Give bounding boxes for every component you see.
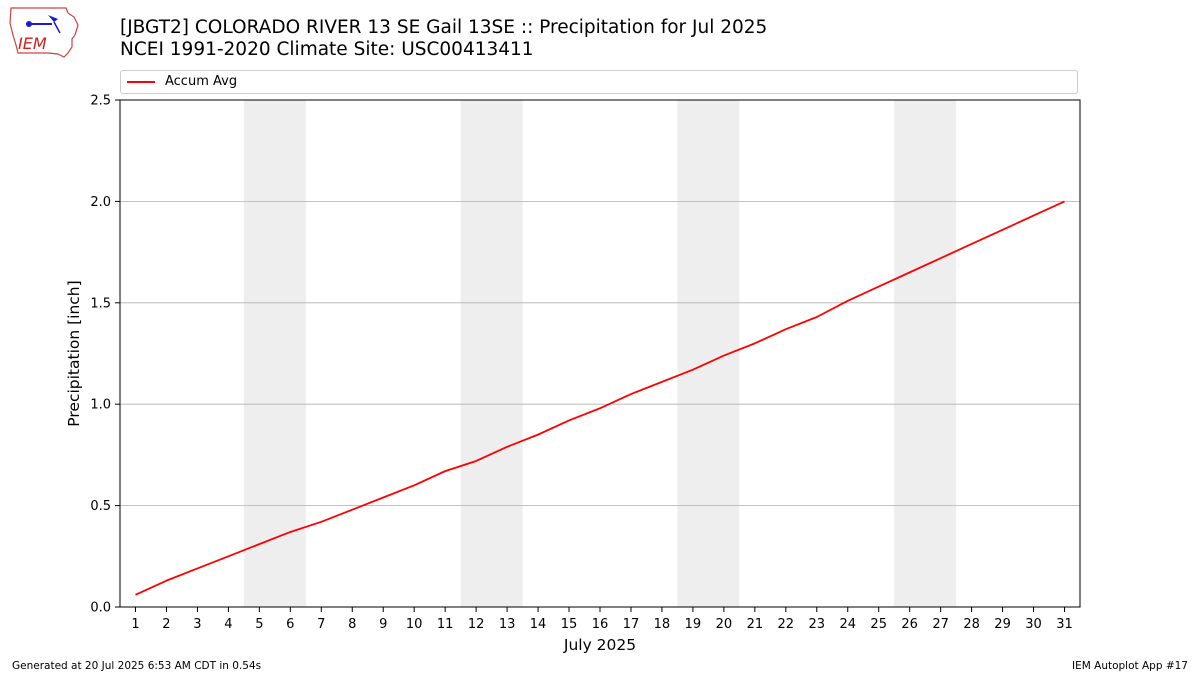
grid-lines [120, 200, 1080, 507]
x-tick-label: 24 [839, 617, 856, 632]
x-tick-label: 1 [131, 617, 139, 632]
x-tick-label: 13 [499, 617, 516, 632]
y-tick-label: 0.5 [90, 499, 111, 514]
x-tick-label: 7 [317, 617, 325, 632]
y-tick-label: 2.5 [90, 94, 111, 109]
iem-logo-text: IEM [18, 34, 47, 53]
x-tick-label: 6 [286, 617, 294, 632]
x-tick-label: 8 [348, 617, 356, 632]
chart-legend: Accum Avg [120, 70, 1078, 94]
x-tick-label: 2 [162, 617, 170, 632]
x-tick-label: 9 [379, 617, 387, 632]
x-tick-label: 20 [716, 617, 733, 632]
x-tick-label: 3 [193, 617, 201, 632]
x-tick-label: 10 [406, 617, 423, 632]
x-tick-label: 15 [561, 617, 578, 632]
x-tick-label: 25 [870, 617, 887, 632]
x-tick-label: 16 [592, 617, 609, 632]
x-tick-label: 31 [1056, 617, 1073, 632]
x-tick-label: 29 [994, 617, 1011, 632]
legend-label-accum-avg: Accum Avg [165, 74, 238, 89]
y-tick-label: 1.5 [90, 296, 111, 311]
iem-logo: IEM [9, 7, 79, 58]
x-tick-label: 22 [778, 617, 795, 632]
weekend-band [460, 100, 523, 607]
weekend-band [894, 100, 957, 607]
chart-subtitle: NCEI 1991-2020 Climate Site: USC00413411 [120, 39, 534, 60]
x-axis-label: July 2025 [563, 636, 636, 654]
legend-swatch-accum-avg [127, 81, 155, 83]
footer-app: IEM Autoplot App #17 [1072, 660, 1188, 672]
x-tick-label: 12 [468, 617, 485, 632]
weekend-bands [243, 100, 957, 607]
x-tick-label: 30 [1025, 617, 1042, 632]
x-tick-label: 21 [747, 617, 764, 632]
y-axis-label: Precipitation [inch] [65, 280, 83, 426]
x-tick-label: 11 [437, 617, 454, 632]
x-tick-label: 19 [685, 617, 702, 632]
x-tick-label: 17 [623, 617, 640, 632]
y-tick-label: 0.0 [90, 601, 111, 616]
y-tick-label: 2.0 [90, 195, 111, 210]
series-line-accum-avg [135, 200, 1065, 596]
x-tick-label: 26 [901, 617, 918, 632]
x-tick-label: 5 [255, 617, 263, 632]
series-group [135, 200, 1065, 596]
y-tick-label: 1.0 [90, 398, 111, 413]
chart-title: [JBGT2] COLORADO RIVER 13 SE Gail 13SE :… [120, 17, 768, 38]
x-tick-label: 23 [809, 617, 826, 632]
y-axis-ticks: 0.0 0.5 1.0 1.5 2.0 2.5 [90, 94, 120, 616]
footer-generated: Generated at 20 Jul 2025 6:53 AM CDT in … [12, 660, 262, 672]
x-tick-label: 14 [530, 617, 547, 632]
x-tick-label: 28 [963, 617, 980, 632]
x-tick-label: 27 [932, 617, 949, 632]
x-axis-ticks: 1 2 3 4 5 6 7 8 9 10 11 12 13 14 15 16 17 18 19 20 21 22 23 24 2… [131, 607, 1073, 632]
x-tick-label: 4 [224, 617, 232, 632]
weekend-band [243, 100, 306, 607]
x-tick-label: 18 [654, 617, 671, 632]
